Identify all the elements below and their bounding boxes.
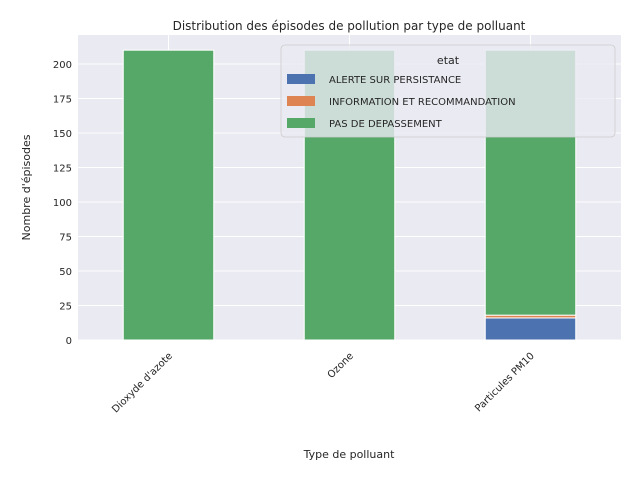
x-tick-label: Ozone — [326, 351, 356, 381]
legend: etat ALERTE SUR PERSISTANCE INFORMATION E… — [280, 44, 616, 138]
x-axis-label: Type de polluant — [303, 448, 396, 461]
y-tick-label: 150 — [53, 129, 72, 140]
y-tick-label: 75 — [59, 232, 72, 243]
chart-title: Distribution des épisodes de pollution p… — [173, 19, 526, 33]
bar-segment — [484, 317, 577, 341]
legend-box — [280, 44, 616, 138]
y-tick-label: 50 — [59, 267, 72, 278]
legend-label: INFORMATION ET RECOMMANDATION — [329, 97, 516, 108]
x-tick-label: Particules PM10 — [473, 351, 537, 415]
x-axis-ticks: Dioxyde d'azote Ozone Particules PM10 — [110, 351, 537, 416]
y-tick-label: 175 — [53, 94, 72, 105]
legend-swatch — [287, 118, 315, 128]
y-tick-label: 25 — [59, 301, 72, 312]
legend-swatch — [287, 74, 315, 84]
y-tick-label: 200 — [53, 60, 72, 71]
bar-segment — [122, 49, 215, 341]
y-axis-label: Nombre d'épisodes — [20, 134, 33, 240]
legend-title: etat — [437, 54, 460, 67]
legend-label: ALERTE SUR PERSISTANCE — [329, 75, 461, 86]
legend-label: PAS DE DEPASSEMENT — [329, 119, 443, 130]
x-tick-label: Dioxyde d'azote — [110, 351, 175, 416]
y-tick-label: 100 — [53, 198, 72, 209]
legend-swatch — [287, 96, 315, 106]
y-tick-label: 0 — [66, 336, 72, 347]
y-axis-ticks: 0 25 50 75 100 125 150 175 200 — [53, 60, 72, 347]
y-tick-label: 125 — [53, 163, 72, 174]
